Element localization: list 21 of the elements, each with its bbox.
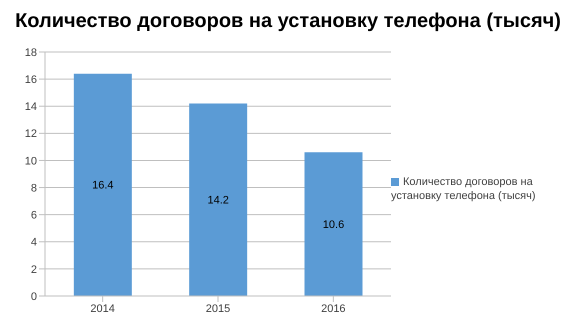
y-tick-label: 12 — [24, 128, 37, 140]
y-tick-label: 18 — [24, 46, 37, 59]
bar — [189, 104, 248, 296]
chart-title: Количество договоров на установку телефона (тысяч) — [14, 9, 562, 34]
x-tick-label: 2016 — [321, 302, 346, 315]
y-tick-label: 10 — [24, 155, 37, 168]
x-tick-label: 2014 — [90, 302, 115, 315]
y-tick-label: 4 — [30, 236, 37, 249]
x-tick-label: 2015 — [206, 302, 230, 315]
data-label: 14.2 — [207, 194, 229, 207]
y-tick-label: 0 — [30, 290, 37, 303]
bar — [74, 74, 132, 296]
bar — [304, 152, 362, 296]
y-tick-label: 14 — [24, 101, 37, 114]
legend-label: Количество договоров на установку телефона (тысяч) — [391, 176, 536, 202]
y-tick-label: 8 — [30, 182, 37, 194]
y-tick-label: 6 — [30, 210, 37, 222]
data-label: 16.4 — [92, 180, 114, 192]
data-label: 10.6 — [322, 219, 344, 232]
y-tick-label: 2 — [30, 264, 37, 276]
y-tick-label: 16 — [24, 74, 37, 86]
